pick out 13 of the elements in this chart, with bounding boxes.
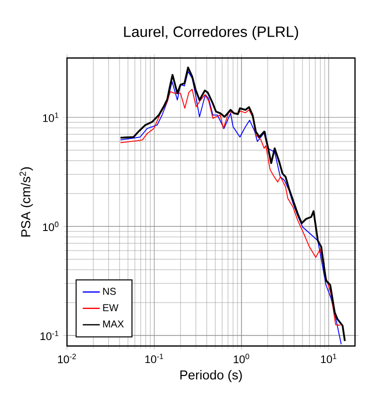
x-tick-label: 10$^{-2}$ [58,354,76,364]
x-tick-label: 10$^{0}$ [234,354,250,364]
x-axis-title: Periodo (s) [180,370,242,382]
y-axis-title: PSA (cm/s$^{2}$) [20,167,33,236]
x-tick-label: 10$^{-1}$ [145,354,164,364]
legend-label: NS [103,288,116,295]
y-tick-label: 10$^{-1}$ [40,330,58,340]
x-tick-label: 10$^{1}$ [321,354,336,364]
chart-title: Laurel, Corredores (PLRL) [124,26,298,40]
y-tick-label: 10$^{0}$ [43,222,58,232]
legend-label: MAX [103,320,124,328]
y-tick-label: 10$^{1}$ [43,112,58,122]
legend-label: EW [103,304,118,312]
